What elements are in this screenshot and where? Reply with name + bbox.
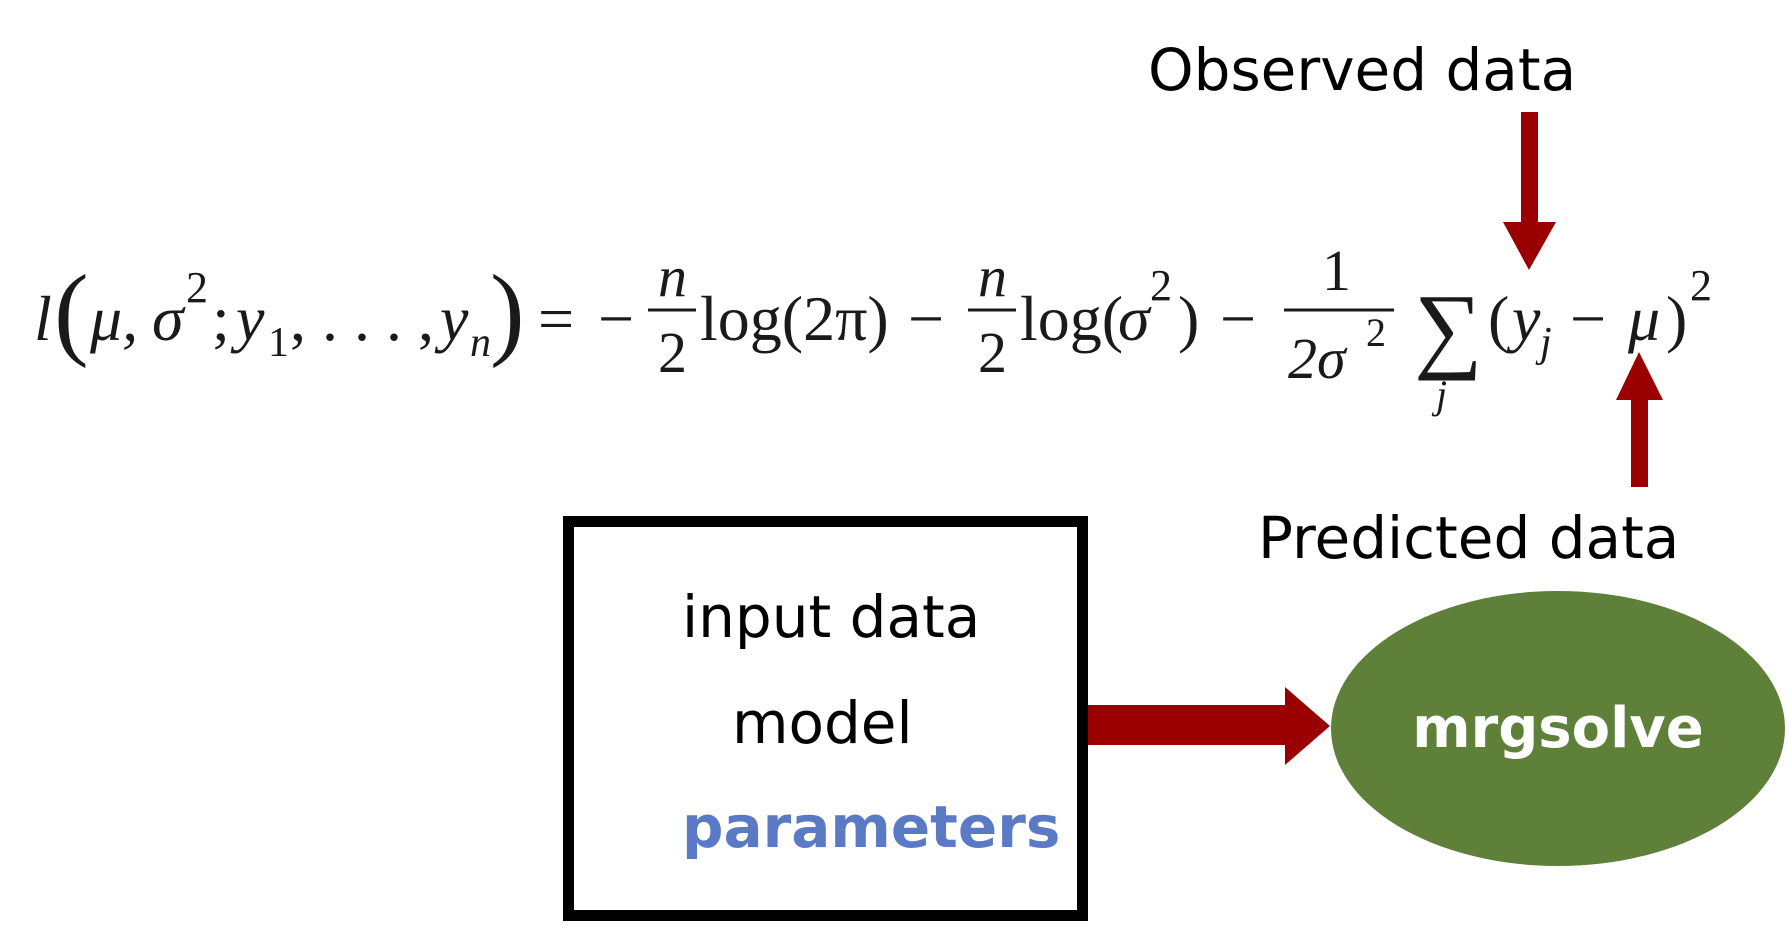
eq-term3-minus: − bbox=[1570, 283, 1606, 354]
eq-term3-sign: − bbox=[1220, 283, 1256, 354]
eq-term2-sigma: σ bbox=[1118, 283, 1152, 354]
eq-term2-num: n bbox=[978, 244, 1007, 309]
eq-close-paren: ) bbox=[490, 254, 525, 369]
eq-term3-den: 2σ bbox=[1288, 326, 1348, 391]
observed-data-label: Observed data bbox=[1148, 36, 1577, 104]
predicted-data-label: Predicted data bbox=[1258, 504, 1680, 572]
eq-term1-fn: log(2π) bbox=[700, 283, 889, 354]
eq-term3-open: ( bbox=[1488, 283, 1509, 354]
eq-equals: = bbox=[538, 283, 574, 354]
eq-open-paren: ( bbox=[54, 254, 89, 369]
eq-term2-sign: − bbox=[908, 283, 944, 354]
eq-term1-den: 2 bbox=[658, 320, 687, 385]
eq-term3-den-exp: 2 bbox=[1366, 310, 1386, 355]
eq-term3-exp: 2 bbox=[1690, 261, 1712, 310]
mrgsolve-node: mrgsolve bbox=[1331, 591, 1785, 866]
eq-term2-fn-open: log( bbox=[1020, 283, 1123, 354]
predicted-arrow bbox=[1616, 352, 1663, 487]
eq-lhs-sigma: σ bbox=[152, 283, 186, 354]
eq-term3-mu: μ bbox=[1627, 283, 1660, 354]
eq-lhs-y1: y bbox=[230, 283, 265, 354]
eq-lhs-y1-sub: 1 bbox=[268, 320, 289, 366]
flow-arrow bbox=[1080, 687, 1330, 765]
eq-term3-close: ) bbox=[1666, 283, 1687, 354]
eq-term1-sign: − bbox=[598, 283, 634, 354]
input-data-label: input data bbox=[682, 583, 981, 651]
mrgsolve-label: mrgsolve bbox=[1412, 696, 1704, 761]
eq-term2-fn-close: ) bbox=[1178, 283, 1199, 354]
eq-lhs-fn: l bbox=[34, 283, 52, 354]
eq-sum-symbol: ∑ bbox=[1414, 274, 1482, 381]
eq-lhs-yn: y bbox=[434, 283, 469, 354]
eq-lhs-sigma-exp: 2 bbox=[186, 263, 208, 312]
observed-arrow bbox=[1503, 112, 1556, 270]
eq-term1-num: n bbox=[658, 244, 687, 309]
parameters-label: parameters bbox=[682, 793, 1061, 861]
eq-term3-y-sub: j bbox=[1535, 320, 1552, 366]
eq-term2-den: 2 bbox=[978, 320, 1007, 385]
eq-lhs-mu: μ, bbox=[89, 283, 138, 354]
eq-term3-y: y bbox=[1506, 283, 1541, 354]
input-box: input data model parameters bbox=[563, 516, 1088, 921]
eq-term3-num: 1 bbox=[1322, 238, 1351, 303]
eq-lhs-yn-sub: n bbox=[470, 320, 491, 366]
model-label: model bbox=[732, 689, 913, 757]
eq-sum-index: j bbox=[1431, 372, 1447, 417]
eq-term2-exp: 2 bbox=[1150, 261, 1172, 310]
eq-lhs-semicolon: ; bbox=[212, 283, 230, 354]
eq-lhs-dots: , . . . , bbox=[290, 283, 434, 354]
